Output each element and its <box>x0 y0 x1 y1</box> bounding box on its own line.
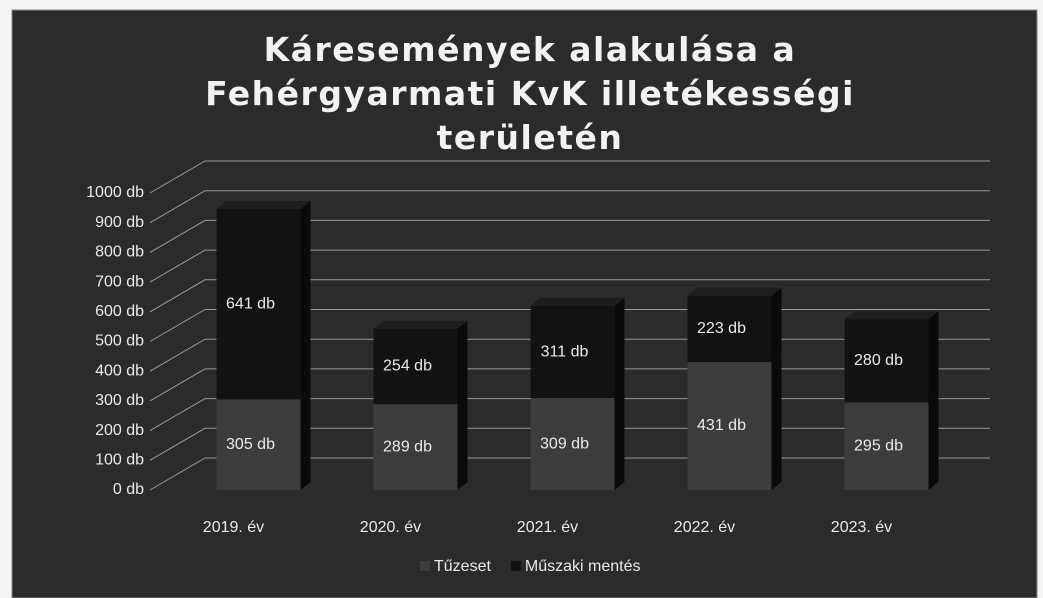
y-tick-label: 900 db <box>95 214 144 231</box>
value-label: 641 db <box>226 295 275 312</box>
grid-line <box>149 160 990 194</box>
y-tick-label: 200 db <box>95 422 144 439</box>
legend-label: Tűzeset <box>434 558 491 575</box>
y-tick-label: 300 db <box>95 392 144 409</box>
y-tick-label: 700 db <box>95 273 144 290</box>
bar-side <box>457 396 468 490</box>
x-tick-label: 2021. év <box>517 519 578 536</box>
bar <box>373 328 458 405</box>
bar-side <box>771 287 782 362</box>
legend-label: Műszaki mentés <box>525 558 641 575</box>
bar <box>687 295 772 362</box>
value-label: 289 db <box>383 438 432 455</box>
value-label: 309 db <box>540 435 589 452</box>
bar-top <box>373 320 468 329</box>
y-tick-label: 0 db <box>113 481 144 498</box>
bar-top <box>216 201 311 210</box>
y-tick-label: 100 db <box>95 452 144 469</box>
bar <box>530 398 615 490</box>
grid-line <box>149 279 990 313</box>
value-label: 254 db <box>383 358 432 375</box>
legend-swatch <box>510 561 521 571</box>
bar <box>216 209 301 400</box>
bar-side <box>300 201 311 400</box>
bar-side <box>928 311 939 403</box>
x-tick-label: 2022. év <box>674 519 735 536</box>
bar-side <box>771 353 782 490</box>
bar <box>373 404 458 490</box>
bar-top <box>844 311 939 320</box>
value-label: 431 db <box>697 417 746 434</box>
legend-swatch <box>420 561 430 571</box>
bar-side <box>300 391 311 490</box>
chart-title: Káresemények alakulása a Fehérgyarmati K… <box>205 30 855 157</box>
y-tick-label: 400 db <box>95 362 144 379</box>
bar <box>844 402 929 490</box>
bar-top <box>530 297 625 306</box>
bar-side <box>928 394 939 490</box>
bar-side <box>614 297 625 399</box>
grid-line <box>149 190 990 224</box>
x-tick-label: 2019. év <box>203 519 264 536</box>
grid-line <box>149 249 990 283</box>
chart-area <box>11 9 1038 598</box>
value-label: 280 db <box>854 352 903 369</box>
grid-line <box>149 219 990 253</box>
value-label: 223 db <box>697 320 746 337</box>
value-label: 305 db <box>226 436 275 453</box>
y-tick-label: 500 db <box>95 333 144 350</box>
bar-top <box>687 287 782 296</box>
bar <box>216 399 301 490</box>
bar <box>687 361 772 490</box>
value-label: 295 db <box>854 437 903 454</box>
y-tick-label: 1000 db <box>86 184 144 201</box>
y-tick-label: 800 db <box>95 244 144 261</box>
bar-side <box>457 320 468 405</box>
bar <box>844 319 929 403</box>
bar <box>530 305 615 399</box>
x-tick-label: 2020. év <box>360 519 421 536</box>
y-tick-label: 600 db <box>95 303 144 320</box>
value-label: 311 db <box>541 343 589 360</box>
x-tick-label: 2023. év <box>831 519 892 536</box>
bar-side <box>614 390 625 490</box>
